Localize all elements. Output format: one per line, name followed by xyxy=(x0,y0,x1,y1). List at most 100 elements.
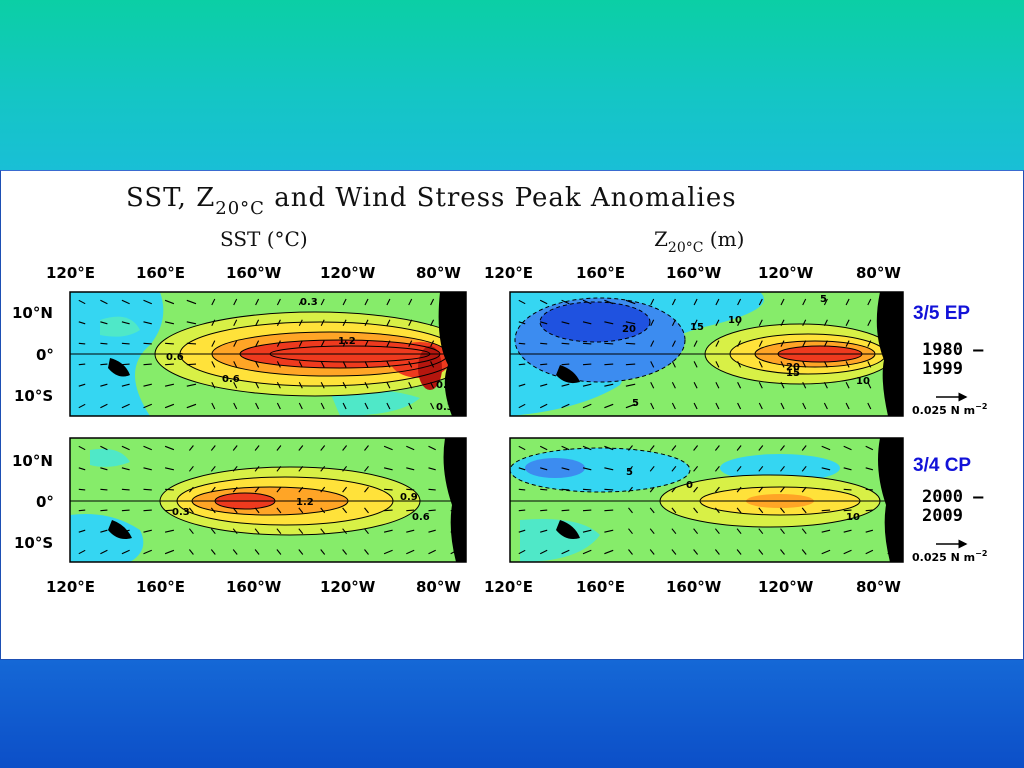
wind-vector xyxy=(539,445,548,451)
wind-vector xyxy=(649,528,655,535)
lon-tick-label: 120°W xyxy=(758,264,814,282)
contour-label: 0.9 xyxy=(400,492,418,503)
wind-vector xyxy=(582,363,592,366)
wind-vector xyxy=(823,319,828,327)
wind-vector xyxy=(78,321,86,325)
figure-title-prefix: SST, Z xyxy=(126,183,215,213)
wind-vector xyxy=(428,509,436,512)
sst-cp-panel xyxy=(70,438,466,562)
wind-vector xyxy=(649,486,655,493)
wind-vector xyxy=(298,549,304,555)
wind-vector xyxy=(188,507,194,514)
wind-vector xyxy=(540,509,548,512)
wind-vector xyxy=(604,383,614,387)
wind-vector xyxy=(232,549,238,555)
wind-vector xyxy=(320,465,326,472)
wind-vector xyxy=(121,509,130,512)
wind-vector xyxy=(802,381,807,389)
wind-vector xyxy=(78,342,86,345)
wind-vector xyxy=(650,298,655,306)
z20-column-title: Z20°C (m) xyxy=(654,227,744,256)
wind-vector xyxy=(100,299,108,305)
contour-label: 0.9 xyxy=(436,380,454,391)
wind-vector xyxy=(165,488,174,491)
wind-vector xyxy=(561,509,570,512)
wind-vector xyxy=(845,319,850,327)
contour-label: 0.3 xyxy=(436,402,454,413)
wind-vector xyxy=(143,383,152,387)
z20-title-subscript: 20°C xyxy=(668,240,704,256)
lon-tick-label: 120°W xyxy=(320,264,376,282)
wind-vector xyxy=(164,467,175,471)
wind-vector xyxy=(715,381,720,389)
wind-vector xyxy=(233,298,238,306)
wind-vector xyxy=(276,507,282,514)
wind-vector xyxy=(100,509,108,512)
years-cp-line1: 2000 – xyxy=(922,487,984,507)
wind-vector xyxy=(518,342,526,345)
wind-vector xyxy=(320,549,326,555)
wind-vector xyxy=(276,402,281,410)
wind-vector xyxy=(671,340,676,347)
wind-vector xyxy=(758,340,763,347)
wind-vector xyxy=(100,549,108,555)
wind-vector xyxy=(428,467,436,471)
wind-vector xyxy=(582,529,592,533)
years-ep-line1: 1980 – xyxy=(922,340,984,360)
wind-vector xyxy=(604,467,614,471)
wind-vector xyxy=(430,298,435,306)
wind-vector xyxy=(540,488,548,491)
wind-vector xyxy=(121,383,130,387)
wind-vector xyxy=(780,465,785,472)
wind-vector xyxy=(364,381,369,389)
wind-vector xyxy=(298,445,304,451)
wind-vector xyxy=(143,342,152,345)
wind-vector xyxy=(693,465,699,472)
wind-vector xyxy=(143,299,153,305)
wind-vector xyxy=(78,529,86,533)
wind-vector xyxy=(518,403,526,409)
wind-vector xyxy=(78,549,86,555)
wind-vector xyxy=(100,467,108,471)
top-lon-axis-right: 120°E 160°E 160°W 120°W 80°W xyxy=(484,264,901,282)
wind-vector xyxy=(121,445,130,451)
wind-vector xyxy=(342,445,348,451)
wind-vector xyxy=(693,445,699,451)
wind-vector xyxy=(650,340,655,347)
wind-stress-vectors xyxy=(78,298,895,555)
contour-label: 0 xyxy=(686,480,693,491)
lon-tick-label: 80°W xyxy=(856,264,901,282)
wind-vector xyxy=(780,319,785,327)
wind-vector xyxy=(867,402,872,410)
wind-vector xyxy=(364,402,369,410)
lat-tick-label: 10°S xyxy=(14,534,53,552)
wind-vector xyxy=(540,467,548,471)
wind-vector xyxy=(801,465,807,472)
wind-vector xyxy=(452,361,456,368)
wind-vector xyxy=(143,467,152,471)
wind-vector xyxy=(342,402,347,410)
wind-vector xyxy=(428,549,436,555)
wind-vector xyxy=(540,321,548,325)
z20-title-prefix: Z xyxy=(654,227,668,251)
bottom-lon-axis-right: 120°E 160°E 160°W 120°W 80°W xyxy=(484,578,901,596)
wind-vector xyxy=(518,363,526,366)
wind-vector xyxy=(758,361,763,368)
wind-vector xyxy=(342,549,348,555)
wind-vector xyxy=(428,488,436,491)
top-lon-axis-left: 120°E 160°E 160°W 120°W 80°W xyxy=(46,264,461,282)
z20-title-suffix: (m) xyxy=(703,227,744,251)
wind-vector xyxy=(188,528,194,535)
wind-vector xyxy=(186,321,197,325)
wind-vector xyxy=(845,361,850,368)
wind-vector xyxy=(298,402,303,410)
contour-label: 15 xyxy=(786,368,800,379)
lon-tick-label: 120°E xyxy=(484,264,533,282)
wind-vector xyxy=(604,509,614,512)
wind-vector xyxy=(186,363,197,366)
wind-vector xyxy=(364,507,369,514)
wind-vector xyxy=(780,402,785,410)
wind-vector xyxy=(887,509,895,512)
wind-vector xyxy=(165,342,174,345)
wind-vector xyxy=(671,298,676,306)
